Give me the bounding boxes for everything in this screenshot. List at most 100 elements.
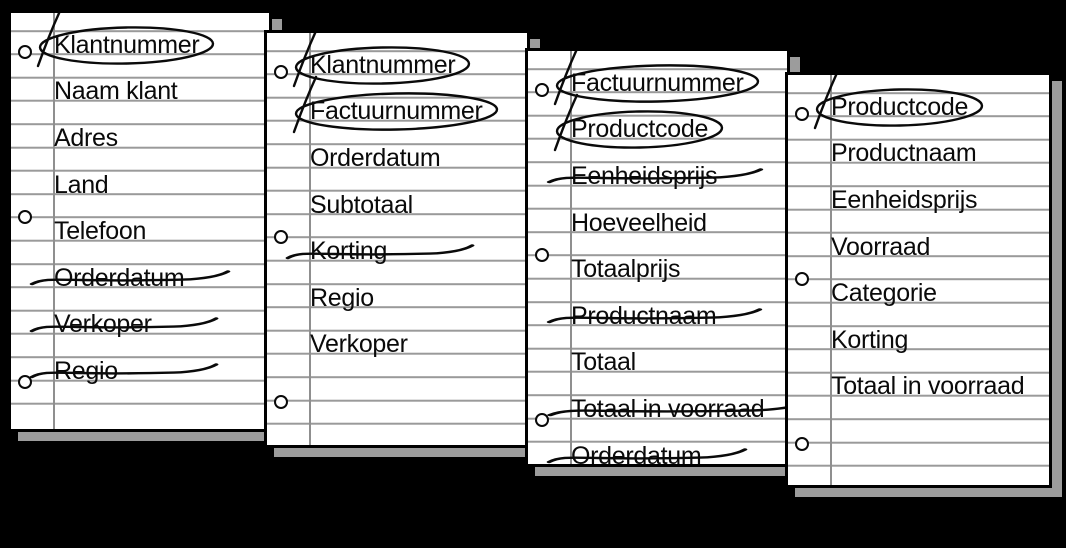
card-margin-line	[309, 33, 311, 445]
field-row: Totaal	[528, 340, 787, 387]
field-label: Factuurnummer	[571, 68, 744, 97]
field-row: Orderdatum	[11, 255, 269, 302]
field: Hoeveelheid	[571, 209, 707, 238]
field: Korting	[831, 326, 908, 355]
field: Productnaam	[546, 301, 763, 331]
field: Productnaam	[831, 139, 977, 168]
field-row: Eenheidsprijs	[788, 177, 1049, 224]
note-card-3: Factuurnummer Productcode Eenheidsprijs Hoe…	[525, 48, 790, 467]
punch-hole	[795, 272, 809, 286]
field-row: Productnaam	[788, 131, 1049, 178]
field-row: Productcode	[528, 94, 787, 154]
field-row: Klantnummer	[11, 13, 269, 69]
field: Productcode	[553, 94, 724, 152]
field: Totaal in voorraad	[831, 372, 1025, 401]
field: Verkoper	[29, 310, 219, 339]
field-label: Totaal in voorraad	[831, 372, 1025, 401]
field: Adres	[54, 124, 118, 153]
field-row: Totaal in voorraad	[528, 386, 787, 433]
field: Regio	[29, 356, 219, 386]
field-label: Productnaam	[831, 139, 977, 168]
field: Totaal in voorraad	[547, 394, 787, 424]
field: Voorraad	[831, 233, 930, 262]
field-label: Klantnummer	[310, 50, 456, 79]
field-label: Verkoper	[310, 330, 408, 359]
field-label: Orderdatum	[310, 143, 441, 172]
punch-hole	[795, 437, 809, 451]
field: Telefoon	[54, 217, 146, 246]
field: Factuurnummer	[292, 76, 499, 134]
field-row: Regio	[267, 275, 527, 322]
card-margin-line	[570, 51, 572, 464]
field-label: Factuurnummer	[310, 97, 483, 126]
field: Verkoper	[310, 330, 408, 359]
punch-hole	[274, 395, 288, 409]
field-list: Factuurnummer Productcode Eenheidsprijs Hoe…	[528, 51, 787, 464]
field-label: Productcode	[831, 92, 969, 121]
field: Eenheidsprijs	[831, 186, 977, 215]
field-label: Orderdatum	[54, 263, 185, 292]
field-row: Orderdatum	[267, 135, 527, 182]
field-label: Subtotaal	[310, 190, 413, 219]
field: Korting	[285, 237, 475, 266]
field-list: Productcode Productnaam Eenheidsprijs Voorr…	[788, 75, 1049, 410]
punch-hole	[18, 45, 32, 59]
field: Orderdatum	[546, 442, 748, 464]
field-row: Land	[11, 162, 269, 209]
punch-hole	[274, 65, 288, 79]
card-margin-line	[53, 13, 55, 429]
punch-hole	[535, 248, 549, 262]
field: Orderdatum	[310, 143, 441, 173]
field-label: Totaal in voorraad	[571, 394, 765, 423]
field-row: Subtotaal	[267, 182, 527, 229]
field-row: Productnaam	[528, 293, 787, 340]
field-label: Totaal	[571, 348, 636, 377]
field: Klantnummer	[36, 13, 215, 67]
field-row: Verkoper	[267, 322, 527, 369]
card-margin-line	[830, 75, 832, 485]
field-row: Korting	[788, 317, 1049, 364]
field-row: Productcode	[788, 75, 1049, 131]
field: Land	[54, 171, 109, 200]
field: Categorie	[831, 279, 937, 308]
field: Totaal	[571, 348, 636, 377]
field-list: Klantnummer Factuurnummer Orderdatum Subtot…	[267, 33, 527, 369]
field: Subtotaal	[310, 191, 413, 220]
field: Klantnummer	[292, 33, 471, 87]
field-label: Eenheidsprijs	[831, 185, 978, 214]
field-label: Regio	[54, 356, 118, 385]
field-label: Verkoper	[54, 310, 152, 339]
field-row: Factuurnummer	[267, 76, 527, 136]
field: Factuurnummer	[553, 51, 760, 105]
field-label: Naam klant	[54, 77, 178, 106]
field-row: Korting	[267, 228, 527, 275]
field: Productcode	[813, 75, 984, 129]
field-row: Categorie	[788, 270, 1049, 317]
punch-hole	[535, 83, 549, 97]
field-row: Orderdatum	[528, 433, 787, 464]
field-label: Voorraad	[831, 232, 931, 261]
field: Orderdatum	[29, 263, 231, 293]
field: Totaalprijs	[571, 255, 681, 284]
field: Naam klant	[54, 77, 178, 106]
field-label: Eenheidsprijs	[571, 161, 718, 190]
punch-hole	[535, 413, 549, 427]
field-list: Klantnummer Naam klant Adres Land Telefoon Or…	[11, 13, 269, 395]
field: Eenheidsprijs	[546, 161, 764, 191]
field-label: Korting	[831, 325, 909, 354]
note-card-4: Productcode Productnaam Eenheidsprijs Voorr…	[785, 72, 1052, 488]
field-row: Klantnummer	[267, 33, 527, 89]
field-row: Naam klant	[11, 69, 269, 116]
field-label: Hoeveelheid	[571, 208, 707, 237]
field-row: Voorraad	[788, 224, 1049, 271]
field-row: Verkoper	[11, 302, 269, 349]
note-card-2: Klantnummer Factuurnummer Orderdatum Subtot…	[264, 30, 530, 448]
field-row: Factuurnummer	[528, 51, 787, 107]
field-row: Hoeveelheid	[528, 200, 787, 247]
field-label: Totaalprijs	[571, 255, 681, 284]
field-row: Regio	[11, 348, 269, 395]
punch-hole	[18, 210, 32, 224]
note-card-1: Klantnummer Naam klant Adres Land Telefoon Or…	[8, 10, 272, 432]
field-label: Productnaam	[571, 301, 717, 330]
